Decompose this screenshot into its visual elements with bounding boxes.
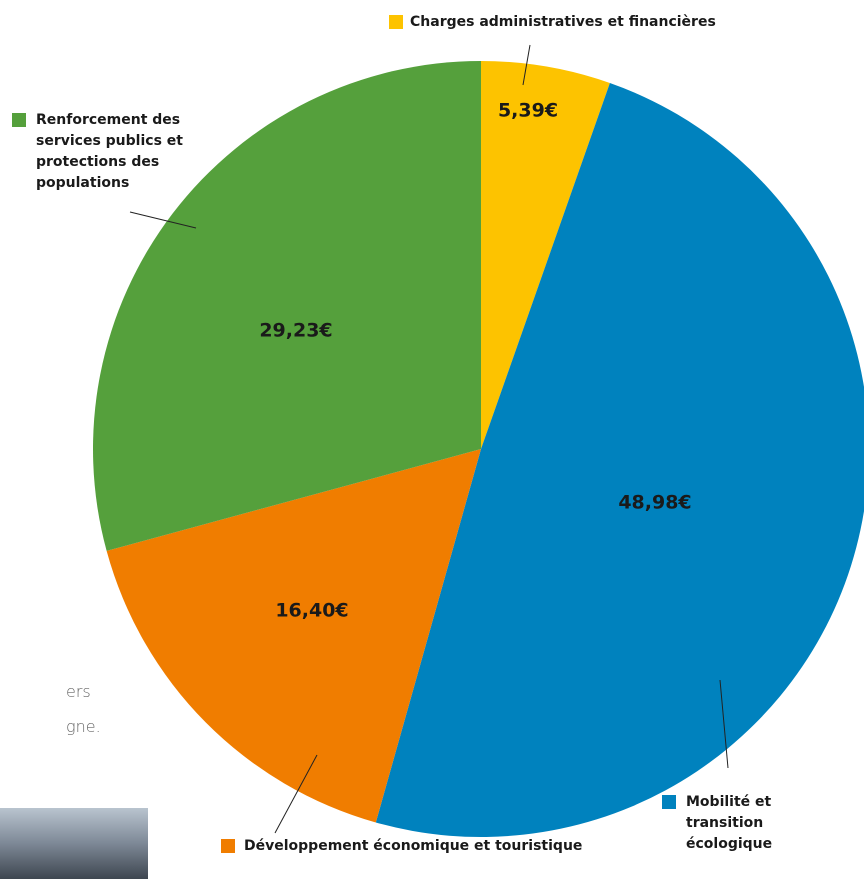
- legend-label: Charges administratives et financières: [410, 12, 810, 33]
- legend-label: Mobilité et transition écologique: [686, 792, 846, 855]
- value-label: 16,40€: [275, 600, 348, 622]
- photo-fragment: [0, 808, 148, 879]
- value-label: 29,23€: [259, 320, 332, 342]
- legend-swatch: [221, 839, 235, 853]
- legend-swatch: [12, 113, 26, 127]
- value-label: 48,98€: [618, 492, 691, 514]
- legend-swatch: [662, 795, 676, 809]
- legend-swatch: [389, 15, 403, 29]
- legend-label: Développement économique et touristique: [244, 836, 644, 857]
- page: 5,39€ 48,98€ 16,40€ 29,23€ ers gne. Charges…: [0, 0, 864, 879]
- value-label: 5,39€: [498, 100, 558, 122]
- legend-label: Renforcement des services publics et pro…: [36, 110, 196, 194]
- background-text: gne.: [66, 717, 101, 736]
- background-text: ers: [66, 682, 91, 701]
